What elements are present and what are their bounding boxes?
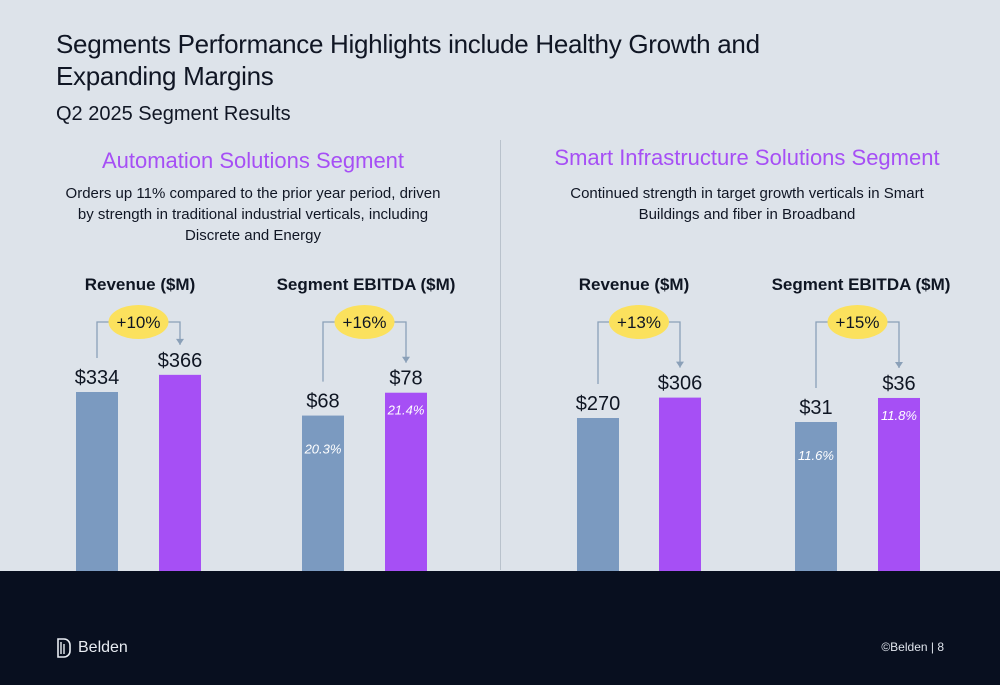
bar-q2-2024 bbox=[76, 392, 118, 571]
footer-bar bbox=[0, 571, 1000, 685]
segment-title-smart-infrastructure: Smart Infrastructure Solutions Segment bbox=[554, 145, 940, 170]
bar-q2-2025 bbox=[659, 397, 701, 571]
bar-value-label: $31 bbox=[799, 397, 832, 419]
growth-badge bbox=[827, 305, 888, 339]
ebitda-margin-label: 20.3% bbox=[304, 442, 342, 457]
segment-title-automation: Automation Solutions Segment bbox=[101, 148, 405, 173]
brand-logo: Belden bbox=[56, 637, 128, 659]
copyright-page-number: ©Belden | 8 bbox=[881, 640, 944, 654]
bar-q2-2025 bbox=[159, 374, 201, 571]
segment-description-smart-infrastructure: Continued strength in target growth vert… bbox=[570, 185, 924, 223]
chart-title: Revenue ($M) bbox=[579, 275, 690, 294]
bar-q2-2024 bbox=[577, 418, 619, 571]
page-subtitle: Q2 2025 Segment Results bbox=[56, 103, 291, 125]
bar-value-label: $270 bbox=[576, 393, 621, 415]
chart-title: Segment EBITDA ($M) bbox=[772, 275, 951, 294]
bar-value-label: $36 bbox=[882, 373, 915, 395]
bar-q2-2025 bbox=[385, 392, 427, 571]
growth-arrow-icon bbox=[402, 356, 410, 363]
growth-arrow-icon bbox=[176, 338, 184, 345]
ebitda-margin-label: 11.8% bbox=[881, 408, 917, 423]
ebitda-margin-label: 11.6% bbox=[798, 448, 834, 463]
page-title: Segments Performance Highlights include … bbox=[56, 29, 760, 91]
growth-badge bbox=[108, 305, 169, 339]
bar-value-label: $306 bbox=[658, 373, 703, 395]
logo-text: Belden bbox=[78, 639, 128, 656]
segment-description-automation: Orders up 11% compared to the prior year… bbox=[65, 185, 441, 244]
growth-badge bbox=[609, 305, 669, 339]
growth-badge-label: +15% bbox=[836, 313, 880, 332]
belden-logo-icon bbox=[57, 638, 71, 658]
chart-title: Revenue ($M) bbox=[85, 275, 196, 294]
bar-value-label: $334 bbox=[75, 367, 120, 389]
ebitda-margin-label: 21.4% bbox=[387, 403, 425, 418]
bar-value-label: $68 bbox=[306, 391, 339, 413]
growth-badge-label: +13% bbox=[617, 313, 661, 332]
growth-arrow-icon bbox=[676, 361, 684, 368]
bar-q2-2025 bbox=[878, 397, 920, 571]
segment-divider bbox=[500, 140, 501, 570]
bar-q2-2024 bbox=[302, 415, 344, 571]
bar-value-label: $366 bbox=[158, 350, 203, 372]
growth-badge-label: +16% bbox=[343, 313, 387, 332]
growth-badge-label: +10% bbox=[117, 313, 161, 332]
bar-value-label: $78 bbox=[389, 368, 422, 390]
chart-title: Segment EBITDA ($M) bbox=[277, 275, 456, 294]
growth-badge bbox=[334, 305, 395, 339]
bar-q2-2024 bbox=[795, 422, 837, 571]
growth-arrow-icon bbox=[895, 361, 903, 368]
